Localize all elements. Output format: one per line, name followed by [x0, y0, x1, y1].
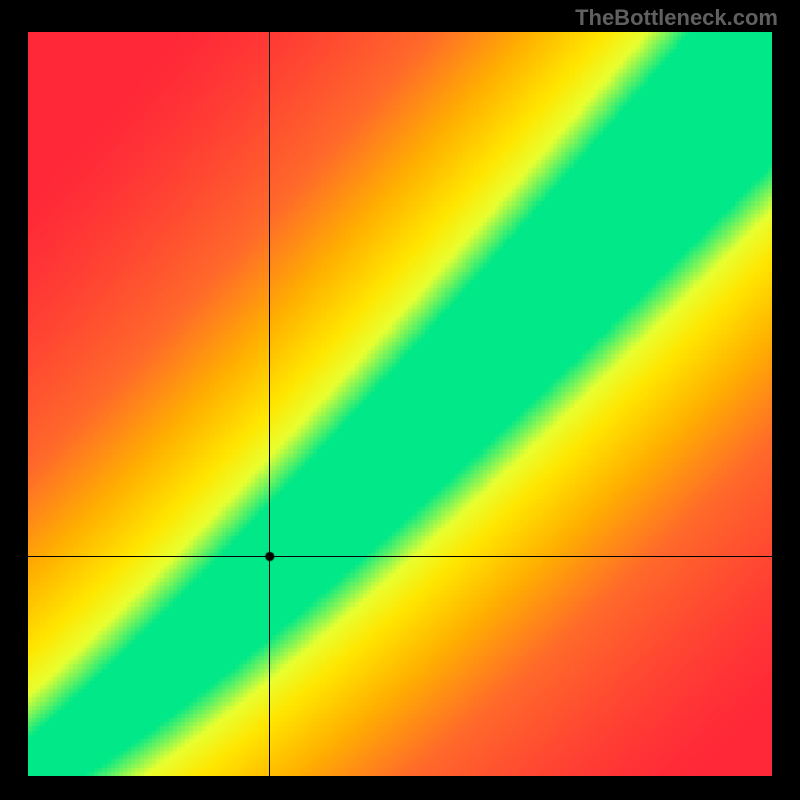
- crosshair-horizontal: [28, 556, 772, 557]
- watermark-text: TheBottleneck.com: [575, 5, 778, 31]
- crosshair-vertical: [269, 32, 270, 776]
- bottleneck-heatmap: [28, 32, 772, 776]
- plot-area: [28, 32, 772, 776]
- chart-frame: TheBottleneck.com: [0, 0, 800, 800]
